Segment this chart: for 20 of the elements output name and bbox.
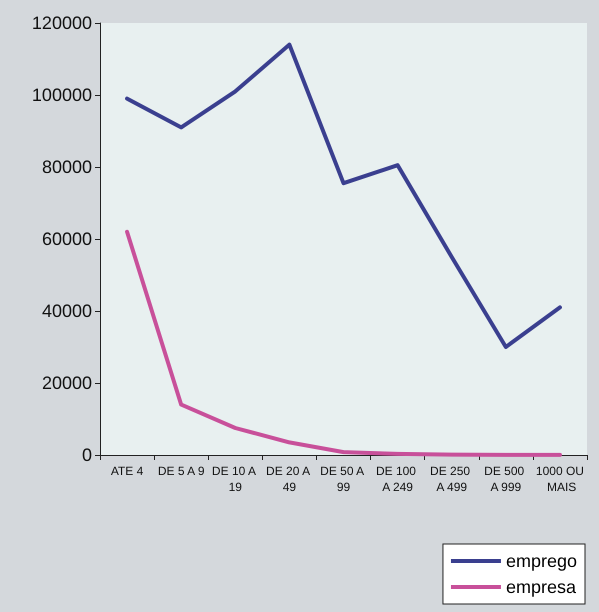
x-tick-label: DE 10 A 19	[212, 464, 259, 494]
legend-label: emprego	[506, 551, 578, 571]
y-tick-label: 120000	[32, 13, 92, 33]
y-tick-label: 80000	[42, 157, 92, 177]
y-tick-label: 40000	[42, 301, 92, 321]
x-tick-label: DE 100 A 249	[376, 464, 420, 494]
x-tick-label: DE 250 A 499	[430, 464, 474, 494]
y-tick-label: 0	[82, 445, 92, 465]
x-tick-label: DE 500 A 999	[484, 464, 528, 494]
line-series	[125, 42, 562, 349]
x-tick-label: 1000 OU MAIS	[536, 464, 584, 494]
y-tick-label: 100000	[32, 85, 92, 105]
y-tick-label: 60000	[42, 229, 92, 249]
legend-label: empresa	[506, 577, 577, 597]
x-tick-label: DE 5 A 9	[158, 464, 205, 478]
x-tick-label: DE 20 A 49	[266, 464, 313, 494]
line-series	[125, 230, 562, 457]
y-tick-label: 20000	[42, 373, 92, 393]
x-tick-label: DE 50 A 99	[320, 464, 367, 494]
x-tick-label: ATE 4	[110, 464, 144, 478]
